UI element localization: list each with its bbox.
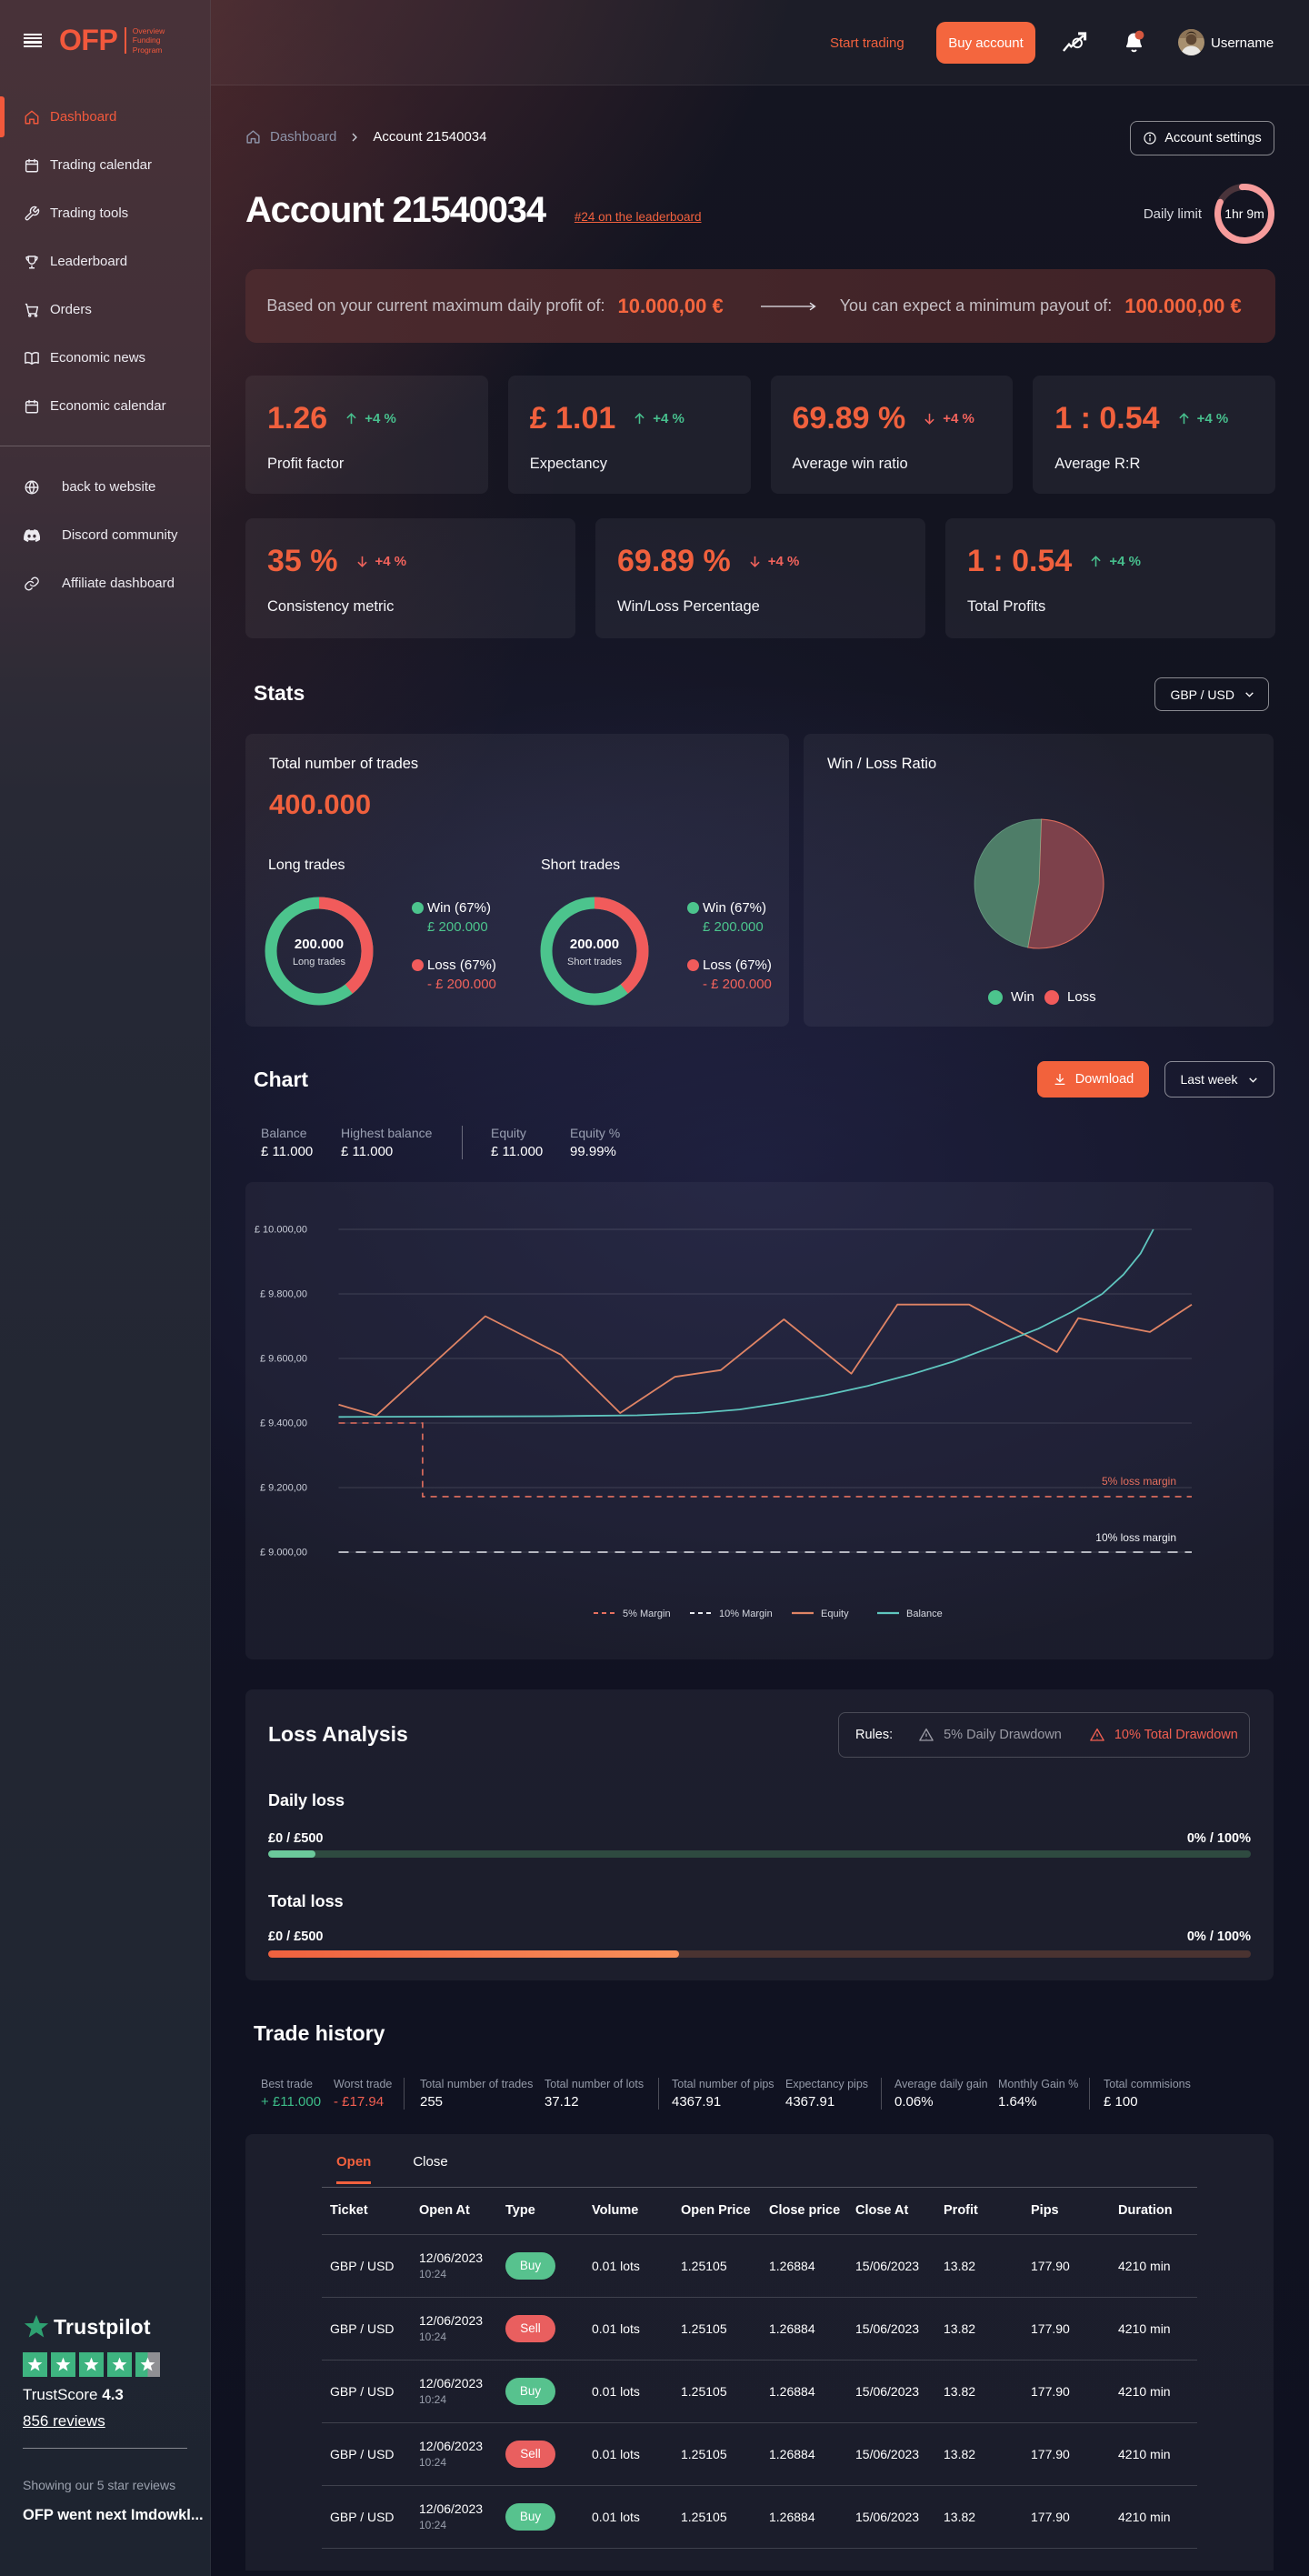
- svg-text:£ 9.400,00: £ 9.400,00: [260, 1418, 307, 1429]
- svg-text:5% Margin: 5% Margin: [623, 1609, 671, 1619]
- svg-text:10% loss margin: 10% loss margin: [1095, 1531, 1176, 1544]
- svg-text:Short trades: Short trades: [567, 957, 622, 967]
- svg-text:5% loss margin: 5% loss margin: [1102, 1475, 1176, 1488]
- svg-text:£ 9.000,00: £ 9.000,00: [260, 1548, 307, 1559]
- svg-text:200.000: 200.000: [570, 937, 619, 952]
- svg-text:200.000: 200.000: [295, 937, 344, 952]
- svg-text:£ 9.600,00: £ 9.600,00: [260, 1354, 307, 1365]
- svg-text:£ 9.800,00: £ 9.800,00: [260, 1289, 307, 1300]
- svg-text:Long trades: Long trades: [293, 957, 346, 967]
- svg-text:Balance: Balance: [906, 1609, 943, 1619]
- svg-text:10% Margin: 10% Margin: [719, 1609, 773, 1619]
- svg-text:£ 9.200,00: £ 9.200,00: [260, 1483, 307, 1494]
- svg-text:£ 10.000,00: £ 10.000,00: [255, 1225, 307, 1236]
- svg-text:Equity: Equity: [821, 1609, 849, 1619]
